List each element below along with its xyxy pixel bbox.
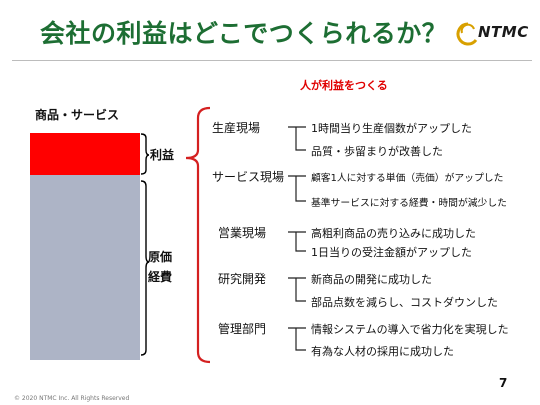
profit-bracket bbox=[140, 133, 150, 175]
connector-sales bbox=[288, 231, 306, 252]
profit-label: 利益 bbox=[150, 148, 175, 162]
bar-title: 商品・サービス bbox=[35, 108, 120, 122]
page-title: 会社の利益はどこでつくられるか？ bbox=[40, 19, 448, 48]
item-sales-1: 高粗利商品の売り込みに成功した bbox=[311, 227, 476, 240]
profit-bar bbox=[30, 133, 140, 175]
item-production-1: 1時間当り生産個数がアップした bbox=[311, 122, 472, 135]
subtitle: 人が利益をつくる bbox=[300, 79, 388, 92]
category-rnd: 研究開発 bbox=[218, 272, 267, 286]
connector-service bbox=[288, 175, 306, 202]
category-admin: 管理部門 bbox=[218, 322, 267, 336]
connector-rnd bbox=[288, 277, 306, 302]
category-production: 生産現場 bbox=[212, 121, 261, 135]
cost-bracket bbox=[140, 180, 150, 356]
logo-text: NTMC bbox=[478, 23, 529, 41]
copyright: © 2020 NTMC Inc. All Rights Reserved bbox=[14, 395, 130, 402]
connector-admin bbox=[288, 327, 306, 351]
item-rnd-1: 新商品の開発に成功した bbox=[311, 273, 432, 286]
item-admin-1: 情報システムの導入で省力化を実現した bbox=[311, 323, 509, 336]
connector-production bbox=[288, 126, 306, 151]
ntmc-logo: NTMC bbox=[454, 20, 530, 46]
page-number: 7 bbox=[499, 376, 508, 390]
cost-bar bbox=[30, 175, 140, 360]
expense-label: 経費 bbox=[148, 270, 173, 284]
item-production-2: 品質・歩留まりが改善した bbox=[311, 145, 443, 158]
item-admin-2: 有為な人材の採用に成功した bbox=[311, 345, 454, 358]
item-service-1: 顧客1人に対する単価（売価）がアップした bbox=[311, 173, 504, 184]
cost-label: 原価 bbox=[148, 250, 173, 264]
category-sales: 営業現場 bbox=[218, 226, 267, 240]
item-sales-2: 1日当りの受注金額がアップした bbox=[311, 246, 472, 259]
category-service: サービス現場 bbox=[212, 170, 285, 184]
item-service-2: 基準サービスに対する経費・時間が減少した bbox=[311, 198, 507, 209]
item-rnd-2: 部品点数を減らし、コストダウンした bbox=[311, 296, 498, 309]
red-bracket bbox=[185, 106, 211, 364]
title-divider bbox=[12, 60, 532, 61]
logo-swoosh-icon bbox=[456, 22, 478, 46]
